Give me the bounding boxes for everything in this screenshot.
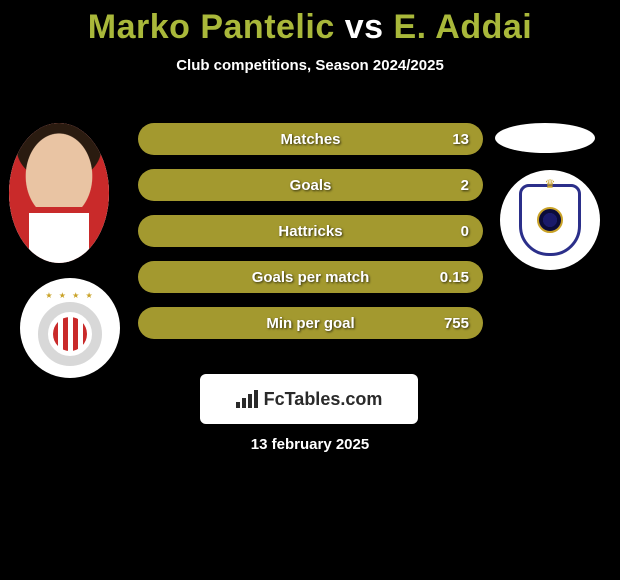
stat-label: Matches [280, 131, 340, 148]
crest-stars-icon: ★ ★ ★ ★ [45, 291, 94, 300]
stat-value: 755 [444, 315, 469, 332]
stat-bar-goals: Goals 2 [138, 169, 483, 201]
player2-club-crest: ♛ [500, 170, 600, 270]
stat-label: Goals per match [252, 269, 370, 286]
comparison-title: Marko Pantelic vs E. Addai [0, 0, 620, 47]
stat-bar-matches: Matches 13 [138, 123, 483, 155]
stat-label: Goals [290, 177, 332, 194]
bar-chart-icon [236, 390, 258, 408]
vs-separator: vs [345, 8, 384, 46]
stat-value: 13 [452, 131, 469, 148]
stat-label: Min per goal [266, 315, 354, 332]
stat-value: 0 [461, 223, 469, 240]
stat-bar-min-per-goal: Min per goal 755 [138, 307, 483, 339]
stats-bars: Matches 13 Goals 2 Hattricks 0 Goals per… [138, 123, 483, 353]
stat-bar-goals-per-match: Goals per match 0.15 [138, 261, 483, 293]
subtitle: Club competitions, Season 2024/2025 [0, 57, 620, 74]
player-photo-icon [9, 123, 109, 263]
player2-name: E. Addai [393, 8, 532, 46]
stat-value: 0.15 [440, 269, 469, 286]
stat-value: 2 [461, 177, 469, 194]
generated-date: 13 february 2025 [0, 436, 620, 453]
source-badge: FcTables.com [200, 374, 418, 424]
qarabag-crest-icon: ♛ [519, 184, 581, 256]
player-placeholder-oval-icon [495, 123, 595, 153]
source-brand: FcTables.com [264, 389, 383, 410]
player2-avatar [495, 123, 595, 153]
stat-label: Hattricks [278, 223, 342, 240]
olympiacos-crest-icon [38, 302, 102, 366]
player1-avatar [9, 123, 111, 263]
player1-name: Marko Pantelic [88, 8, 335, 46]
player1-club-crest: ★ ★ ★ ★ [20, 278, 120, 378]
stat-bar-hattricks: Hattricks 0 [138, 215, 483, 247]
